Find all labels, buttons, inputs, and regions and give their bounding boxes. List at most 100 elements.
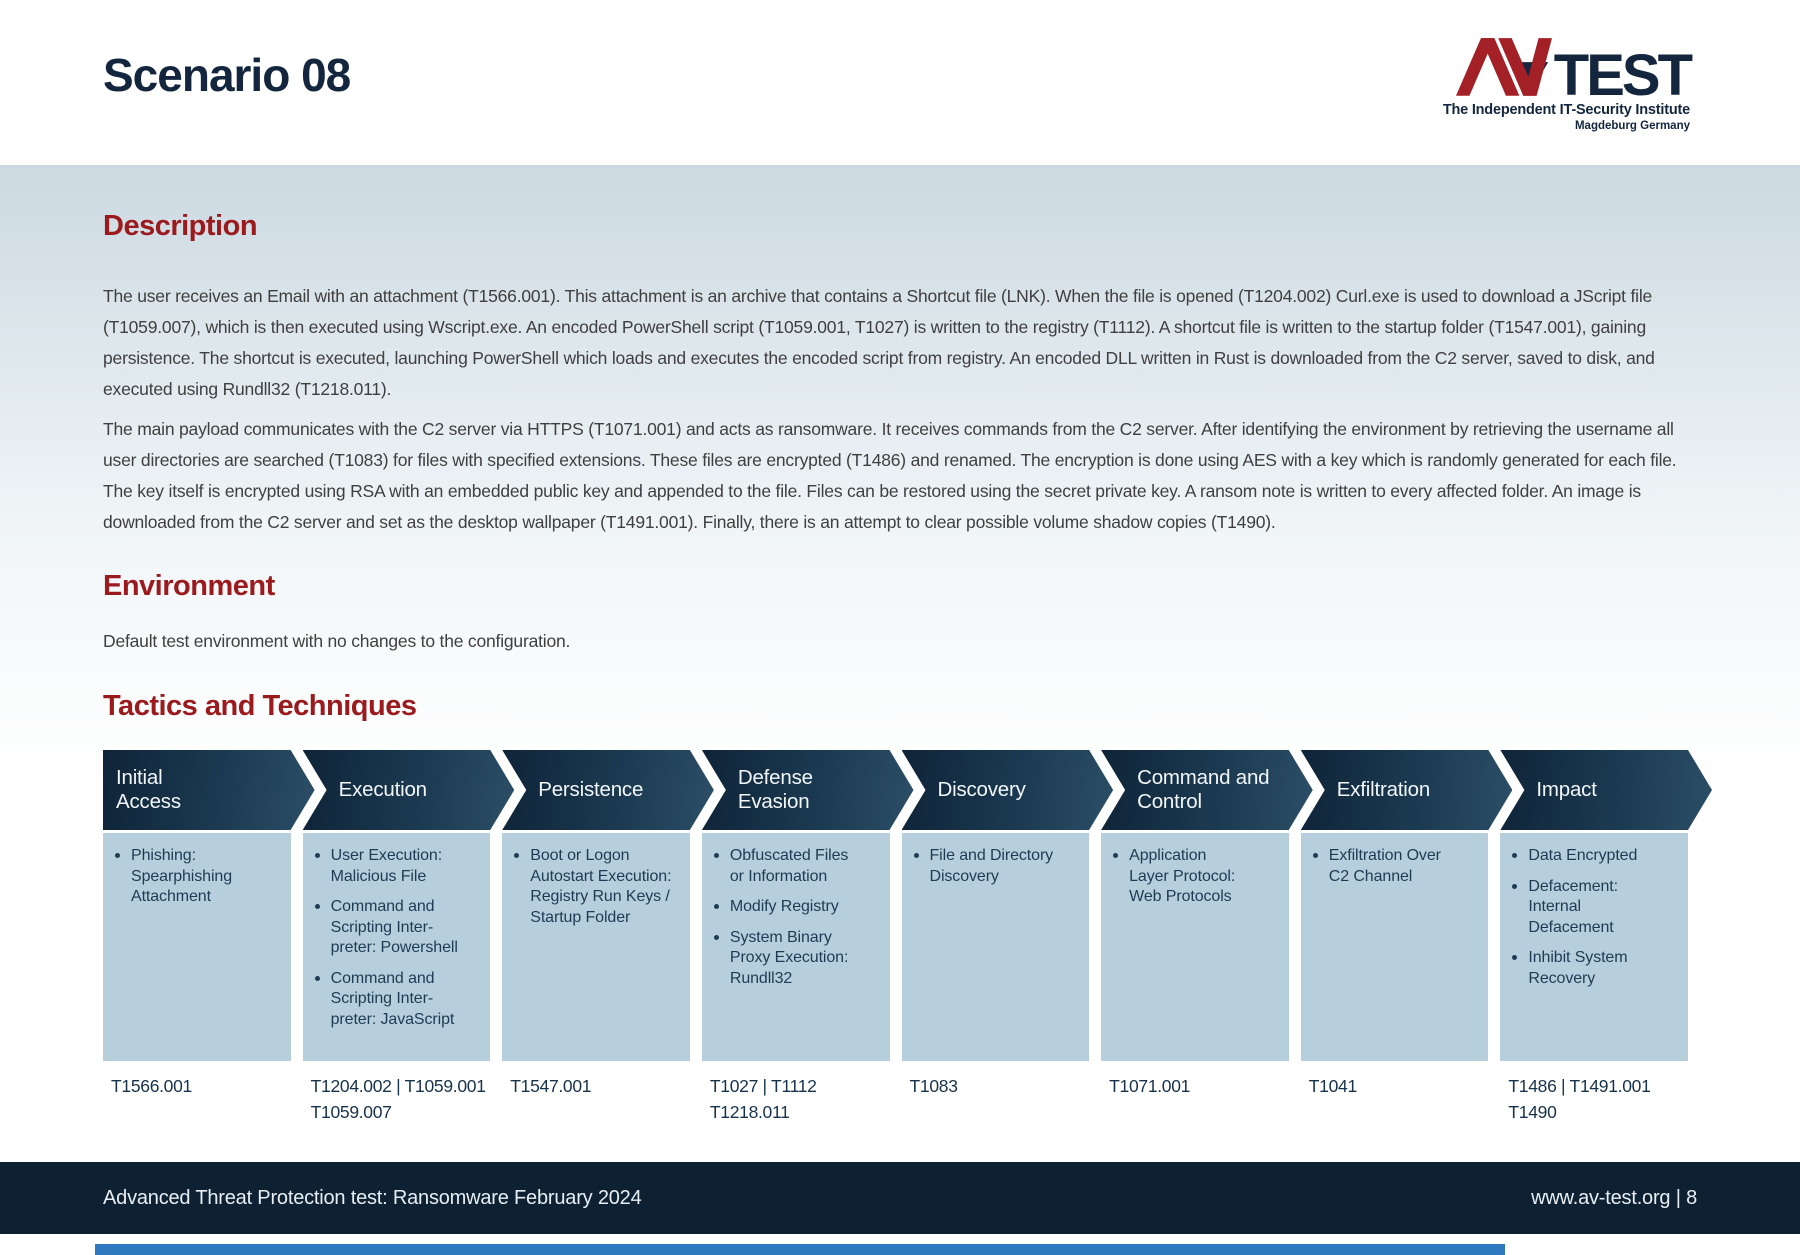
description-heading: Description bbox=[103, 210, 258, 242]
tactic-header: Execution bbox=[303, 750, 515, 830]
tactic-label: Impact bbox=[1536, 778, 1597, 801]
tactic-header: Persistence bbox=[502, 750, 714, 830]
technique-text: System Binary Proxy Execution: Rundll32 bbox=[729, 928, 849, 987]
technique-item: Phishing: Spearphishing Attachment bbox=[113, 846, 287, 908]
bottom-blue-bar bbox=[95, 1244, 1505, 1255]
background-gradient-band bbox=[0, 165, 1800, 785]
avtest-logo-row: TEST bbox=[1455, 36, 1693, 105]
technique-cell: User Execution: Malicious File Command an… bbox=[302, 833, 491, 1061]
technique-text: Defacement: Internal Defacement bbox=[1528, 877, 1618, 936]
technique-item: Obfuscated Files or Information bbox=[712, 846, 886, 887]
description-paragraph-1: The user receives an Email with an attac… bbox=[103, 286, 1655, 399]
technique-item: Inhibit System Recovery bbox=[1510, 948, 1684, 989]
technique-id-line: T1490 bbox=[1508, 1102, 1557, 1122]
bullet-icon bbox=[713, 934, 719, 940]
tactic-label: Command and Control bbox=[1137, 766, 1270, 813]
technique-ids: T1083 bbox=[902, 1073, 1090, 1125]
tactic-header: Impact bbox=[1500, 750, 1712, 830]
avtest-av-monogram-icon bbox=[1455, 38, 1552, 96]
technique-text: Phishing: Spearphishing Attachment bbox=[131, 847, 232, 905]
technique-ids: T1204.002 | T1059.001 T1059.007 bbox=[303, 1073, 491, 1125]
page-title: Scenario 08 bbox=[103, 49, 351, 101]
tactic-label: Initial Access bbox=[116, 766, 181, 813]
environment-body: Default test environment with no changes… bbox=[103, 631, 571, 651]
bullet-icon bbox=[1312, 853, 1318, 858]
tactic-label: Persistence bbox=[538, 778, 644, 801]
technique-text: Data Encrypted bbox=[1528, 847, 1638, 864]
technique-cell: Boot or Logon Autostart Execution: Regis… bbox=[502, 833, 690, 1061]
technique-item: Application Layer Protocol: Web Protocol… bbox=[1111, 846, 1285, 908]
technique-ids: T1547.001 bbox=[502, 1073, 690, 1125]
tactic-header: Initial Access bbox=[103, 750, 315, 830]
technique-ids: T1566.001 bbox=[103, 1073, 291, 1125]
technique-ids: T1486 | T1491.001 T1490 bbox=[1500, 1073, 1688, 1125]
technique-text: User Execution: Malicious File bbox=[330, 847, 443, 885]
technique-id-line: T1041 bbox=[1308, 1076, 1357, 1096]
technique-item: User Execution: Malicious File bbox=[313, 846, 487, 887]
bullet-icon bbox=[1512, 853, 1518, 858]
bullet-icon bbox=[1113, 853, 1119, 858]
bullet-icon bbox=[713, 853, 719, 858]
tactics-heading: Tactics and Techniques bbox=[103, 690, 417, 722]
technique-item: Defacement: Internal Defacement bbox=[1510, 877, 1684, 939]
technique-id-line: T1027 | T1112 bbox=[709, 1076, 817, 1096]
avtest-logo-location: Magdeburg Germany bbox=[1574, 120, 1690, 132]
footer-report-title: Advanced Threat Protection test: Ransomw… bbox=[103, 1186, 642, 1209]
technique-item: Command and Scripting Inter- preter: Pow… bbox=[313, 897, 487, 959]
technique-item: System Binary Proxy Execution: Rundll32 bbox=[712, 928, 886, 990]
bullet-icon bbox=[115, 853, 120, 858]
bullet-icon bbox=[713, 904, 719, 909]
technique-cell: Obfuscated Files or Information Modify Re… bbox=[701, 833, 890, 1061]
tactic-label: Discovery bbox=[937, 778, 1026, 801]
technique-id-line: T1059.007 bbox=[310, 1102, 392, 1122]
technique-cell: Exfiltration Over C2 Channel bbox=[1300, 833, 1489, 1061]
technique-cell-row: Phishing: Spearphishing Attachment User E… bbox=[103, 833, 1688, 1061]
technique-id-line: T1547.001 bbox=[510, 1076, 592, 1096]
technique-id-line: T1204.002 | T1059.001 bbox=[310, 1076, 486, 1096]
technique-id-line: T1486 | T1491.001 bbox=[1508, 1076, 1651, 1096]
technique-text: Obfuscated Files or Information bbox=[729, 847, 849, 885]
tactics-table: Initial Access Execution Persistence Defens… bbox=[103, 750, 1688, 1125]
environment-heading: Environment bbox=[103, 570, 275, 602]
avtest-logo-tagline: The Independent IT-Security Institute bbox=[1442, 102, 1690, 118]
technique-ids: T1027 | T1112 T1218.011 bbox=[702, 1073, 890, 1125]
tactic-label: Defense Evasion bbox=[737, 766, 813, 813]
tactic-header-row: Initial Access Execution Persistence Defens… bbox=[103, 750, 1688, 830]
technique-text: Inhibit System Recovery bbox=[1528, 949, 1628, 987]
technique-cell: Phishing: Spearphishing Attachment bbox=[103, 833, 291, 1061]
tactic-header: Defense Evasion bbox=[702, 750, 914, 830]
technique-item: Data Encrypted bbox=[1510, 846, 1684, 867]
technique-text: Modify Registry bbox=[729, 898, 839, 915]
bullet-icon bbox=[913, 853, 919, 858]
bullet-icon bbox=[1512, 883, 1518, 889]
description-paragraph-2: The main payload communicates with the C… bbox=[103, 419, 1677, 532]
technique-item: Modify Registry bbox=[712, 897, 886, 918]
technique-text: Command and Scripting Inter- preter: Jav… bbox=[330, 969, 455, 1028]
footer-site-and-page: www.av-test.org | 8 bbox=[1531, 1186, 1697, 1209]
footer: Advanced Threat Protection test: Ransomw… bbox=[0, 1162, 1800, 1234]
tactic-label: Execution bbox=[338, 778, 427, 801]
bullet-icon bbox=[314, 853, 320, 858]
technique-cell: Data Encrypted Defacement: Internal Defac… bbox=[1500, 833, 1688, 1061]
technique-text: Command and Scripting Inter- preter: Pow… bbox=[330, 898, 458, 956]
technique-item: Command and Scripting Inter- preter: Jav… bbox=[313, 969, 487, 1031]
technique-cell: Application Layer Protocol: Web Protocol… bbox=[1101, 833, 1289, 1061]
technique-id-line: T1566.001 bbox=[111, 1076, 192, 1096]
technique-item: Boot or Logon Autostart Execution: Regis… bbox=[512, 846, 686, 928]
technique-id-row: T1566.001 T1204.002 | T1059.001 T1059.007 T… bbox=[103, 1073, 1688, 1125]
tactic-label: Exfiltration bbox=[1336, 778, 1431, 801]
technique-item: File and Directory Discovery bbox=[912, 846, 1086, 887]
tactic-header: Discovery bbox=[902, 750, 1114, 830]
technique-text: Exfiltration Over C2 Channel bbox=[1328, 847, 1441, 885]
tactic-header: Exfiltration bbox=[1301, 750, 1513, 830]
avtest-logo: TEST The Independent IT-Security Institu… bbox=[1442, 36, 1693, 132]
technique-ids: T1071.001 bbox=[1101, 1073, 1289, 1125]
bullet-icon bbox=[314, 975, 320, 981]
technique-ids: T1041 bbox=[1301, 1073, 1489, 1125]
bullet-icon bbox=[514, 853, 520, 858]
technique-id-line: T1083 bbox=[909, 1076, 958, 1096]
technique-item: Exfiltration Over C2 Channel bbox=[1311, 846, 1485, 887]
avtest-logo-wordmark: TEST bbox=[1553, 43, 1693, 108]
technique-text: Application Layer Protocol: Web Protocol… bbox=[1129, 847, 1236, 905]
technique-cell: File and Directory Discovery bbox=[901, 833, 1090, 1061]
